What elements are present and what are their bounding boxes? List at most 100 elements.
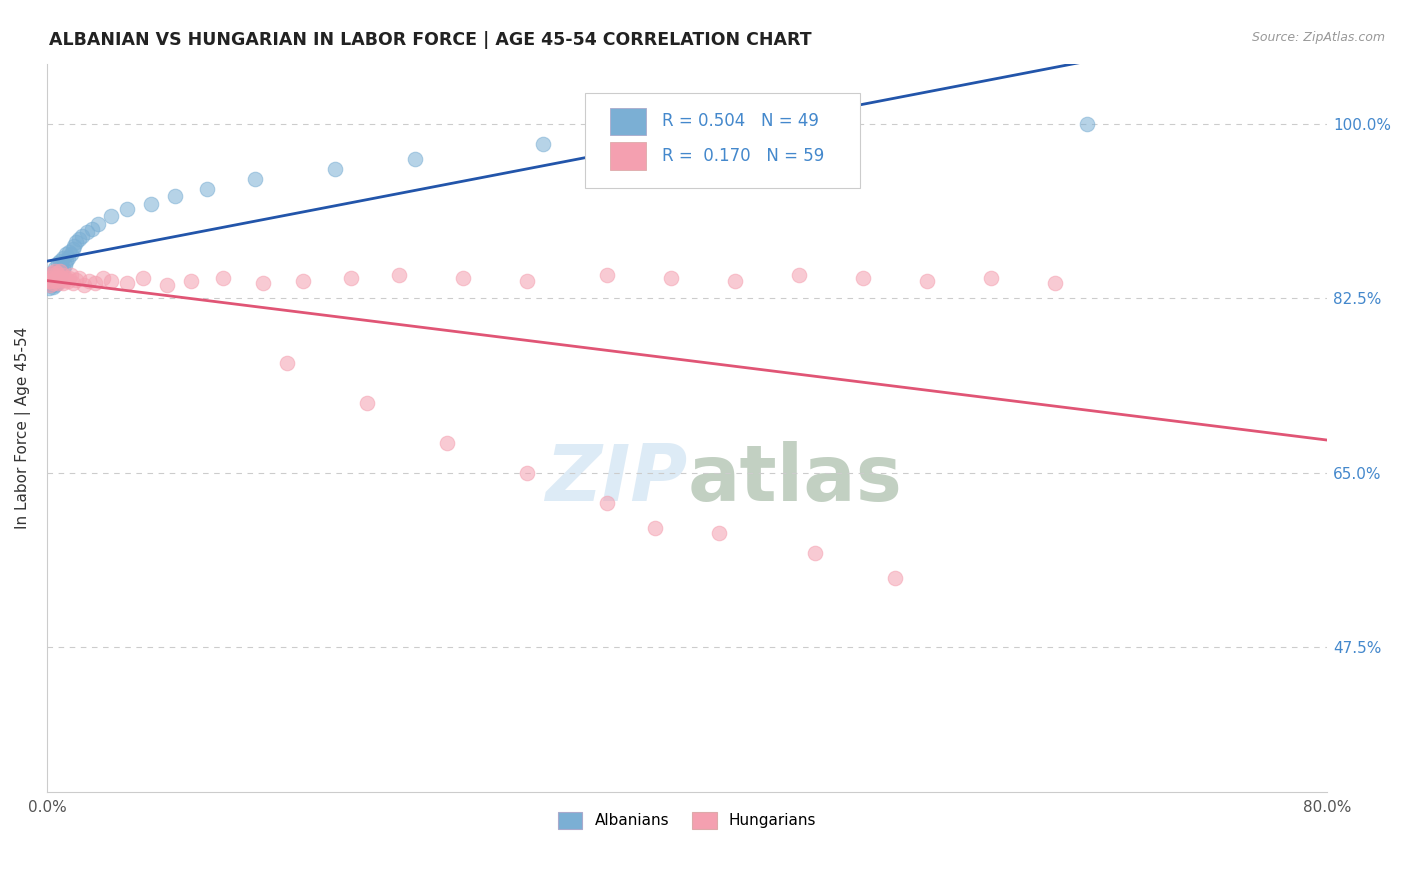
- Point: [53, 259, 76, 273]
- Point: [38, 281, 60, 295]
- Point: [55, 271, 77, 285]
- Point: [44, 264, 66, 278]
- Point: [56, 252, 79, 266]
- Point: [49, 269, 72, 284]
- Point: [39, 277, 62, 291]
- Point: [53, 273, 76, 287]
- Y-axis label: In Labor Force | Age 45-54: In Labor Force | Age 45-54: [15, 326, 31, 529]
- Point: [46, 277, 69, 291]
- Point: [44, 261, 66, 276]
- Point: [65, 235, 87, 249]
- Text: R = 0.504   N = 49: R = 0.504 N = 49: [662, 112, 818, 130]
- Point: [55, 246, 77, 260]
- Point: [1045, 277, 1067, 291]
- Point: [49, 254, 72, 268]
- Point: [55, 254, 77, 268]
- Point: [62, 277, 84, 291]
- Point: [49, 264, 72, 278]
- Point: [41, 267, 63, 281]
- Point: [195, 182, 218, 196]
- Point: [42, 280, 65, 294]
- Point: [56, 275, 79, 289]
- Point: [45, 277, 67, 291]
- Text: ALBANIAN VS HUNGARIAN IN LABOR FORCE | AGE 45-54 CORRELATION CHART: ALBANIAN VS HUNGARIAN IN LABOR FORCE | A…: [49, 31, 811, 49]
- Point: [787, 268, 810, 283]
- Point: [77, 275, 100, 289]
- Point: [58, 244, 80, 259]
- Point: [884, 571, 907, 585]
- Point: [58, 271, 80, 285]
- Point: [73, 278, 96, 293]
- FancyBboxPatch shape: [610, 142, 647, 169]
- Point: [596, 496, 619, 510]
- Point: [41, 275, 63, 289]
- Text: R =  0.170   N = 59: R = 0.170 N = 59: [662, 147, 824, 165]
- Point: [67, 271, 90, 285]
- Point: [724, 275, 747, 289]
- Point: [44, 271, 66, 285]
- Point: [51, 267, 73, 281]
- Point: [51, 259, 73, 273]
- Point: [51, 271, 73, 285]
- Point: [516, 275, 538, 289]
- FancyBboxPatch shape: [610, 108, 647, 136]
- Point: [156, 278, 179, 293]
- Point: [356, 396, 378, 410]
- Point: [62, 242, 84, 256]
- Point: [804, 546, 827, 560]
- Point: [52, 252, 75, 266]
- Point: [42, 273, 65, 287]
- Point: [42, 277, 65, 291]
- Point: [139, 196, 162, 211]
- Point: [644, 521, 666, 535]
- Point: [436, 436, 458, 450]
- Point: [46, 256, 69, 270]
- Point: [80, 221, 103, 235]
- Point: [516, 466, 538, 480]
- Point: [52, 277, 75, 291]
- Point: [404, 152, 426, 166]
- Point: [980, 271, 1002, 285]
- Point: [65, 273, 87, 287]
- Point: [252, 277, 274, 291]
- Point: [132, 271, 155, 285]
- Point: [44, 267, 66, 281]
- Point: [59, 246, 82, 260]
- Point: [917, 275, 939, 289]
- Point: [49, 273, 72, 287]
- Point: [42, 268, 65, 283]
- Point: [115, 277, 138, 291]
- FancyBboxPatch shape: [585, 93, 860, 188]
- Text: Source: ZipAtlas.com: Source: ZipAtlas.com: [1251, 31, 1385, 45]
- Point: [41, 267, 63, 281]
- Point: [1076, 117, 1098, 131]
- Point: [45, 271, 67, 285]
- Point: [70, 228, 93, 243]
- Point: [709, 525, 731, 540]
- Point: [659, 271, 682, 285]
- Point: [180, 275, 202, 289]
- Point: [292, 275, 315, 289]
- Point: [115, 202, 138, 216]
- Point: [852, 271, 875, 285]
- Point: [212, 271, 235, 285]
- Point: [41, 275, 63, 289]
- Point: [49, 261, 72, 276]
- Point: [276, 356, 298, 370]
- Point: [163, 188, 186, 202]
- Point: [84, 277, 107, 291]
- Text: ZIP: ZIP: [546, 441, 688, 517]
- Point: [100, 209, 122, 223]
- Point: [63, 238, 86, 252]
- Point: [38, 275, 60, 289]
- Point: [52, 268, 75, 283]
- Point: [87, 217, 110, 231]
- Point: [45, 268, 67, 283]
- Point: [39, 278, 62, 293]
- Point: [76, 225, 98, 239]
- Point: [45, 267, 67, 281]
- Point: [243, 171, 266, 186]
- Point: [44, 278, 66, 293]
- Point: [323, 161, 346, 176]
- Point: [41, 278, 63, 293]
